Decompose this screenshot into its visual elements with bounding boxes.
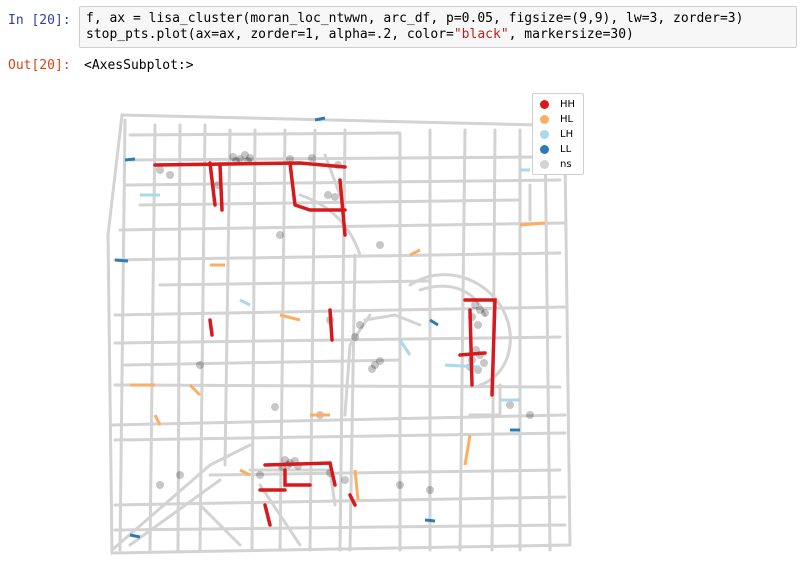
ns-street-network	[106, 113, 572, 555]
plot-legend: HH HL LH LL ns	[532, 93, 584, 175]
legend-item-hl: HL	[540, 112, 573, 126]
legend-marker-lh	[540, 129, 549, 139]
legend-item-ns: ns	[540, 157, 572, 171]
legend-marker-ns	[540, 159, 549, 169]
lisa-hh-segments	[153, 161, 497, 527]
code-line-1: f, ax = lisa_cluster(moran_loc_ntwwn, ar…	[86, 11, 744, 26]
legend-label-lh: LH	[560, 128, 574, 140]
lisa-cluster-map	[106, 113, 572, 555]
output-prompt: Out[20]:	[8, 58, 71, 73]
output-repr: <AxesSubplot:>	[84, 58, 194, 73]
legend-item-hh: HH	[540, 97, 575, 111]
code-line-2-string: "black"	[453, 27, 509, 42]
legend-marker-hh	[540, 99, 549, 109]
legend-label-ns: ns	[560, 158, 572, 170]
legend-label-hh: HH	[560, 98, 576, 110]
input-prompt: In [20]:	[8, 13, 71, 28]
legend-label-ll: LL	[560, 143, 572, 155]
legend-marker-hl	[540, 114, 549, 124]
legend-label-hl: HL	[560, 113, 574, 125]
legend-item-lh: LH	[540, 127, 573, 141]
lisa-hl-segments	[130, 221, 546, 501]
code-cell[interactable]: f, ax = lisa_cluster(moran_loc_ntwwn, ar…	[79, 6, 797, 48]
legend-item-ll: LL	[540, 142, 571, 156]
legend-marker-ll	[540, 144, 549, 154]
code-line-2-pre: stop_pts.plot(ax=ax, zorder=1, alpha=.2,…	[86, 27, 454, 42]
code-line-2-post: , markersize=30)	[508, 27, 634, 42]
